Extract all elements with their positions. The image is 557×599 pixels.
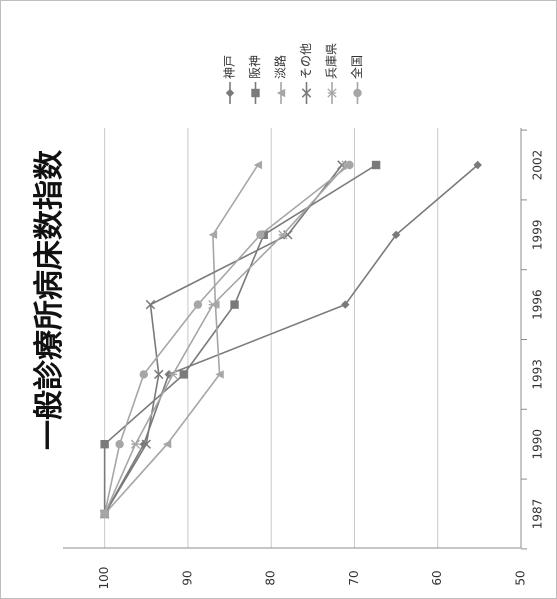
data-point: [100, 509, 109, 519]
legend-item: その他: [299, 43, 313, 104]
year-tick-label: 1993: [531, 359, 545, 390]
data-point: [193, 300, 203, 309]
data-point: [230, 300, 239, 309]
data-point: [391, 230, 401, 239]
data-point: [253, 160, 263, 170]
series-line: [103, 164, 343, 515]
value-tick-label: 70: [347, 570, 361, 585]
data-point: [154, 369, 164, 380]
plot-area: [99, 160, 482, 519]
data-point: [145, 299, 156, 310]
legend-item: 全国: [349, 55, 364, 104]
value-tick-label: 90: [180, 570, 194, 585]
data-point: [345, 160, 354, 170]
legend-label: 兵庫県: [325, 43, 339, 79]
value-tick-label: 80: [264, 570, 278, 585]
series-line: [103, 164, 479, 515]
data-point: [179, 370, 188, 379]
data-point: [208, 299, 218, 310]
legend-marker: [251, 88, 260, 98]
year-tick-label: 1999: [531, 220, 545, 251]
legend-label: 全国: [349, 55, 364, 79]
data-point: [130, 439, 141, 449]
series-5: [100, 160, 354, 519]
legend-label: 淡路: [273, 55, 288, 79]
legend-marker: [327, 88, 337, 98]
legend-label: 阪神: [248, 55, 262, 79]
legend-marker: [225, 88, 235, 98]
data-point: [256, 230, 265, 239]
series-line: [103, 164, 347, 515]
year-tick-label: 1987: [531, 499, 545, 530]
series-line: [103, 164, 377, 514]
data-point: [139, 370, 148, 379]
data-point: [215, 370, 224, 379]
legend-item: 淡路: [273, 55, 288, 104]
data-point: [168, 369, 178, 380]
value-tick-label: 100: [97, 567, 111, 590]
data-point: [100, 440, 109, 449]
legend-item: 兵庫県: [325, 43, 339, 104]
value-tick-label: 60: [430, 570, 444, 585]
data-point: [278, 230, 288, 240]
data-point: [115, 440, 124, 449]
legend-item: 阪神: [248, 55, 262, 104]
axes: 100 90 80 70 60 50 1987 1990 1993 1996 1999 2002: [63, 128, 545, 589]
year-tick-label: 2002: [531, 150, 545, 181]
data-point: [473, 160, 482, 170]
data-point: [208, 230, 218, 239]
data-point: [341, 300, 350, 309]
series-line: [104, 164, 259, 515]
legend-marker: [353, 88, 362, 98]
data-point: [371, 160, 381, 170]
legend-marker: [301, 88, 312, 98]
legend-marker: [276, 88, 286, 98]
year-tick-label: 1996: [531, 289, 545, 320]
data-point: [162, 440, 172, 449]
value-tick-label: 50: [514, 570, 528, 585]
legend-item: 神戸: [223, 55, 237, 104]
legend: 神戸 阪神 淡路 その他 兵庫県 全国: [223, 43, 364, 104]
chart-title: 一般診療所病床数指数: [32, 150, 67, 450]
series-line: [103, 164, 350, 515]
legend-label: その他: [299, 43, 313, 79]
data-point: [141, 439, 152, 449]
legend-label: 神戸: [223, 55, 237, 79]
year-tick-label: 1990: [531, 429, 545, 460]
